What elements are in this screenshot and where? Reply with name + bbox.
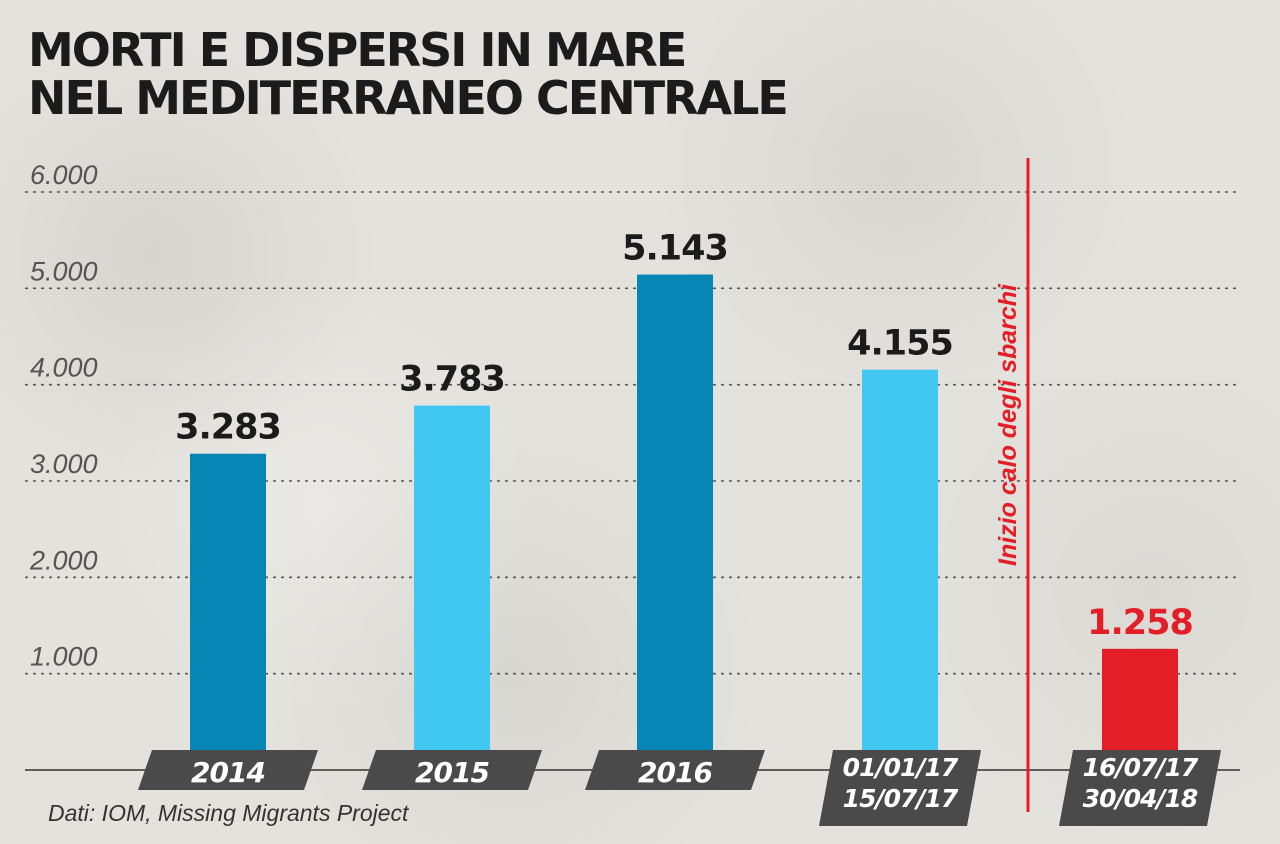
data-source: Dati: IOM, Missing Migrants Project (48, 800, 409, 826)
y-tick-label: 5.000 (30, 256, 98, 286)
category-label: 2014 (191, 756, 265, 789)
category-label-box (138, 750, 318, 790)
category-label: 16/07/17 (1083, 753, 1199, 782)
bar-3 (862, 369, 938, 770)
category-label-box (1059, 750, 1221, 826)
bar-2 (637, 274, 713, 770)
bar-1 (414, 405, 490, 770)
value-label: 3.283 (175, 408, 281, 448)
value-label: 3.783 (399, 360, 505, 400)
annotation-text: Inizio calo degli sbarchi (994, 283, 1022, 566)
category-label: 01/01/17 (843, 753, 959, 782)
category-label: 2015 (415, 756, 489, 789)
chart-title: MORTI E DISPERSI IN MARE NEL MEDITERRANE… (28, 23, 789, 125)
y-tick-label: 2.000 (29, 545, 98, 575)
value-label: 4.155 (847, 324, 953, 364)
value-label: 5.143 (622, 229, 728, 269)
y-tick-label: 3.000 (30, 449, 98, 479)
y-tick-label: 6.000 (30, 160, 98, 190)
category-label-box (585, 750, 765, 790)
chart-title-line-1: MORTI E DISPERSI IN MARE (28, 23, 687, 77)
category-label: 30/04/18 (1083, 784, 1198, 813)
category-label-box (362, 750, 542, 790)
value-label: 1.258 (1087, 603, 1193, 643)
category-label: 2016 (638, 756, 712, 789)
y-tick-label: 4.000 (30, 353, 98, 383)
bar-0 (190, 453, 266, 770)
category-label-box (819, 750, 981, 826)
chart-title-line-2: NEL MEDITERRANEO CENTRALE (28, 71, 789, 125)
y-tick-label: 1.000 (30, 642, 98, 672)
category-label: 15/07/17 (843, 784, 959, 813)
bar-4 (1102, 648, 1178, 770)
